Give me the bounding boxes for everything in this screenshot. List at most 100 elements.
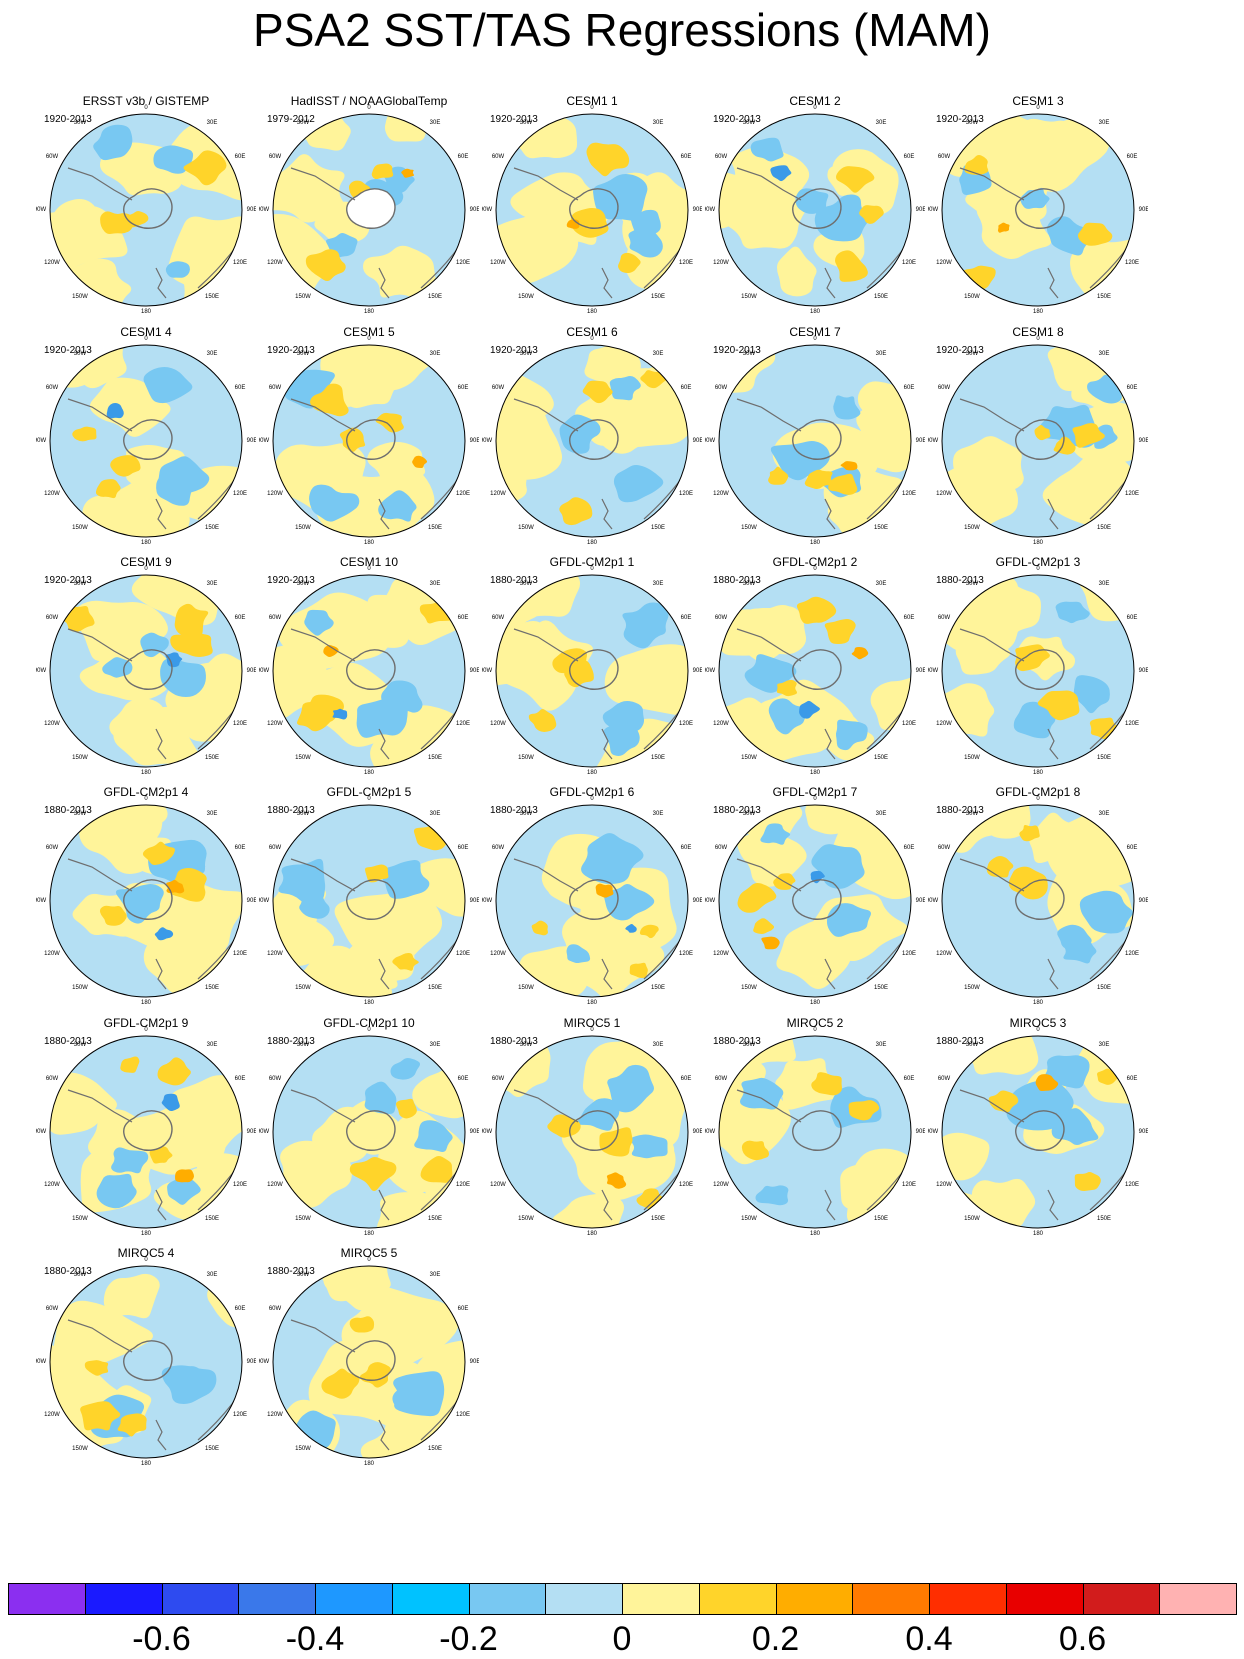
longitude-label: 120E	[902, 491, 916, 497]
longitude-label: 150E	[1097, 294, 1111, 300]
panel-title: HadISST / NOAAGlobalTemp	[290, 94, 448, 108]
longitude-label: 0	[144, 336, 148, 342]
longitude-label: 150E	[205, 1216, 219, 1222]
anomaly-region	[273, 154, 345, 223]
longitude-label: 30W	[743, 1042, 756, 1048]
anomaly-region	[157, 456, 210, 498]
longitude-label: 0	[590, 105, 594, 111]
anomaly-region	[760, 823, 791, 845]
anomaly-region	[848, 1100, 880, 1121]
longitude-label: 150W	[518, 1216, 534, 1222]
panel-title: CESM1 10	[339, 555, 399, 569]
longitude-label: 0	[1036, 1027, 1040, 1033]
panel-period: 1920-2013	[44, 575, 92, 586]
africa-coastline	[1077, 1036, 1099, 1044]
longitude-label: 60E	[681, 615, 692, 621]
anomaly-region	[804, 469, 833, 490]
peninsula-coastline	[290, 1319, 356, 1353]
panel-period: 1880-2013	[713, 1036, 761, 1047]
new-zealand-coastline	[378, 1189, 390, 1221]
peninsula-coastline	[290, 167, 356, 201]
longitude-label: 90W	[705, 207, 716, 213]
longitude-label: 120W	[44, 721, 60, 727]
longitude-label: 0	[813, 796, 817, 802]
longitude-label: 120E	[902, 260, 916, 266]
africa-coastline	[185, 1036, 207, 1044]
longitude-label: 90W	[36, 1359, 47, 1365]
map-border	[49, 804, 243, 998]
longitude-label: 0	[144, 1257, 148, 1263]
africa-coastline	[185, 575, 207, 583]
longitude-label: 180	[364, 309, 375, 315]
longitude-label: 150W	[295, 1216, 311, 1222]
longitude-label: 150E	[1097, 755, 1111, 761]
panel-period: 1920-2013	[713, 114, 761, 125]
longitude-label: 120E	[456, 260, 470, 266]
panel-title: CESM1 5	[343, 325, 395, 339]
colorbar-swatch	[84, 1583, 163, 1615]
longitude-label: 60W	[269, 615, 282, 621]
longitude-label: 30W	[297, 120, 310, 126]
peninsula-coastline	[736, 628, 802, 662]
colorbar-swatch	[8, 1583, 86, 1615]
new-zealand-coastline	[378, 958, 390, 990]
anomaly-region	[359, 1362, 391, 1388]
anomaly-region	[117, 1413, 147, 1437]
anomaly-region	[175, 1169, 194, 1183]
anomaly-region	[628, 225, 663, 258]
anomaly-region	[547, 1114, 581, 1138]
longitude-label: 150E	[205, 1446, 219, 1452]
longitude-label: 60E	[235, 1076, 246, 1082]
anomaly-region	[835, 719, 868, 751]
africa-coastline	[185, 1266, 207, 1274]
anomaly-region	[106, 402, 124, 419]
antarctica-coastline	[1015, 1110, 1065, 1151]
longitude-label: 90W	[259, 438, 270, 444]
longitude-label: 120W	[267, 1412, 283, 1418]
longitude-label: 120E	[679, 491, 693, 497]
anomaly-region	[722, 182, 808, 249]
longitude-label: 180	[364, 1461, 375, 1467]
peninsula-coastline	[290, 1089, 356, 1123]
africa-coastline	[1077, 575, 1099, 583]
longitude-label: 60E	[681, 385, 692, 391]
longitude-label: 30E	[653, 351, 664, 357]
longitude-label: 180	[810, 309, 821, 315]
map-border	[495, 804, 689, 998]
longitude-label: 150E	[1097, 985, 1111, 991]
longitude-label: 150E	[428, 1216, 442, 1222]
map-border	[272, 804, 466, 998]
longitude-label: 60E	[1127, 615, 1138, 621]
anomaly-region	[304, 609, 334, 636]
longitude-label: 60W	[269, 385, 282, 391]
anomaly-region	[606, 1172, 627, 1189]
anomaly-region	[531, 920, 548, 936]
anomaly-region	[165, 652, 183, 668]
polar-map: 0 30E 60E 90E 120E 150E 180 150W 120W 90W 60W 30W	[928, 566, 1148, 776]
africa-coastline	[185, 805, 207, 813]
anomaly-region	[814, 194, 870, 242]
map-border	[49, 574, 243, 768]
longitude-label: 0	[1036, 105, 1040, 111]
longitude-label: 90W	[259, 207, 270, 213]
peninsula-coastline	[67, 628, 133, 662]
anomaly-region	[102, 657, 133, 678]
longitude-label: 0	[367, 796, 371, 802]
longitude-label: 120W	[44, 260, 60, 266]
longitude-label: 180	[1033, 1000, 1044, 1006]
longitude-label: 150W	[741, 985, 757, 991]
longitude-label: 150W	[72, 525, 88, 531]
anomaly-region	[854, 401, 911, 473]
map-border	[941, 344, 1135, 538]
longitude-label: 90W	[705, 1129, 716, 1135]
longitude-label: 90W	[36, 207, 47, 213]
longitude-label: 60E	[904, 615, 915, 621]
anomaly-region	[1072, 423, 1105, 448]
anomaly-region	[595, 883, 614, 898]
anomaly-region	[401, 168, 415, 178]
longitude-label: 120W	[713, 721, 729, 727]
anomaly-region	[775, 1058, 839, 1110]
longitude-label: 60E	[904, 385, 915, 391]
anomaly-region	[111, 1147, 149, 1174]
africa-coastline	[854, 805, 876, 813]
